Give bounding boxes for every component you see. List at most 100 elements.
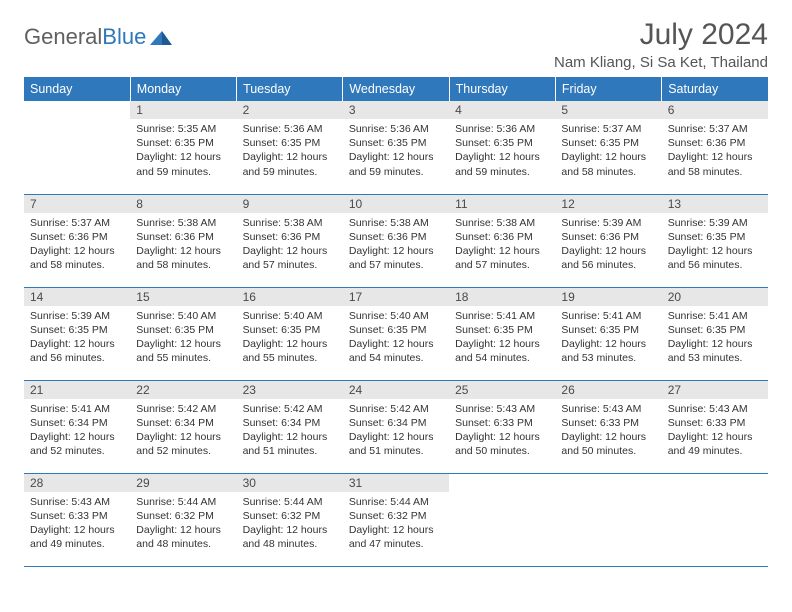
daylight-b-line: and 59 minutes.	[455, 165, 549, 179]
day-body: Sunrise: 5:39 AMSunset: 6:35 PMDaylight:…	[24, 306, 130, 370]
calendar-cell: 29Sunrise: 5:44 AMSunset: 6:32 PMDayligh…	[130, 473, 236, 566]
daylight-a-line: Daylight: 12 hours	[30, 523, 124, 537]
daylight-b-line: and 51 minutes.	[349, 444, 443, 458]
calendar-cell: 16Sunrise: 5:40 AMSunset: 6:35 PMDayligh…	[237, 287, 343, 380]
sunrise-line: Sunrise: 5:41 AM	[455, 309, 549, 323]
sunset-line: Sunset: 6:36 PM	[243, 230, 337, 244]
calendar-cell: 18Sunrise: 5:41 AMSunset: 6:35 PMDayligh…	[449, 287, 555, 380]
daylight-b-line: and 48 minutes.	[243, 537, 337, 551]
day-number: 24	[343, 381, 449, 399]
sunrise-line: Sunrise: 5:39 AM	[561, 216, 655, 230]
sunrise-line: Sunrise: 5:44 AM	[136, 495, 230, 509]
sunset-line: Sunset: 6:35 PM	[668, 230, 762, 244]
day-header-row: Sunday Monday Tuesday Wednesday Thursday…	[24, 77, 768, 101]
sunset-line: Sunset: 6:35 PM	[243, 136, 337, 150]
daylight-a-line: Daylight: 12 hours	[30, 430, 124, 444]
sunset-line: Sunset: 6:35 PM	[243, 323, 337, 337]
sunset-line: Sunset: 6:35 PM	[561, 136, 655, 150]
daylight-b-line: and 57 minutes.	[243, 258, 337, 272]
day-number: 12	[555, 195, 661, 213]
location: Nam Kliang, Si Sa Ket, Thailand	[554, 54, 768, 71]
calendar-cell: 6Sunrise: 5:37 AMSunset: 6:36 PMDaylight…	[662, 101, 768, 194]
daylight-b-line: and 54 minutes.	[455, 351, 549, 365]
calendar-cell: 24Sunrise: 5:42 AMSunset: 6:34 PMDayligh…	[343, 380, 449, 473]
calendar-cell: 20Sunrise: 5:41 AMSunset: 6:35 PMDayligh…	[662, 287, 768, 380]
logo-word1: General	[24, 24, 102, 50]
day-number: 26	[555, 381, 661, 399]
sunrise-line: Sunrise: 5:44 AM	[243, 495, 337, 509]
daylight-a-line: Daylight: 12 hours	[455, 150, 549, 164]
day-number: 15	[130, 288, 236, 306]
sunset-line: Sunset: 6:33 PM	[455, 416, 549, 430]
calendar-cell: 8Sunrise: 5:38 AMSunset: 6:36 PMDaylight…	[130, 194, 236, 287]
day-number: 6	[662, 101, 768, 119]
sunset-line: Sunset: 6:36 PM	[30, 230, 124, 244]
sunrise-line: Sunrise: 5:37 AM	[668, 122, 762, 136]
calendar-cell	[449, 473, 555, 566]
sunrise-line: Sunrise: 5:44 AM	[349, 495, 443, 509]
day-body: Sunrise: 5:38 AMSunset: 6:36 PMDaylight:…	[130, 213, 236, 277]
day-number: 1	[130, 101, 236, 119]
day-header: Sunday	[24, 77, 130, 101]
sunrise-line: Sunrise: 5:39 AM	[668, 216, 762, 230]
calendar-cell: 30Sunrise: 5:44 AMSunset: 6:32 PMDayligh…	[237, 473, 343, 566]
daylight-b-line: and 48 minutes.	[136, 537, 230, 551]
daylight-b-line: and 56 minutes.	[668, 258, 762, 272]
day-body: Sunrise: 5:38 AMSunset: 6:36 PMDaylight:…	[237, 213, 343, 277]
day-body: Sunrise: 5:40 AMSunset: 6:35 PMDaylight:…	[130, 306, 236, 370]
title-block: July 2024 Nam Kliang, Si Sa Ket, Thailan…	[554, 18, 768, 71]
sunrise-line: Sunrise: 5:43 AM	[668, 402, 762, 416]
day-body: Sunrise: 5:35 AMSunset: 6:35 PMDaylight:…	[130, 119, 236, 183]
day-number: 9	[237, 195, 343, 213]
calendar-cell: 26Sunrise: 5:43 AMSunset: 6:33 PMDayligh…	[555, 380, 661, 473]
calendar-cell: 10Sunrise: 5:38 AMSunset: 6:36 PMDayligh…	[343, 194, 449, 287]
sunset-line: Sunset: 6:35 PM	[349, 323, 443, 337]
calendar-row: 1Sunrise: 5:35 AMSunset: 6:35 PMDaylight…	[24, 101, 768, 194]
sunset-line: Sunset: 6:34 PM	[30, 416, 124, 430]
calendar-cell: 2Sunrise: 5:36 AMSunset: 6:35 PMDaylight…	[237, 101, 343, 194]
sunset-line: Sunset: 6:34 PM	[136, 416, 230, 430]
daylight-a-line: Daylight: 12 hours	[30, 244, 124, 258]
sunset-line: Sunset: 6:36 PM	[349, 230, 443, 244]
daylight-b-line: and 55 minutes.	[243, 351, 337, 365]
sunrise-line: Sunrise: 5:41 AM	[30, 402, 124, 416]
sunrise-line: Sunrise: 5:40 AM	[136, 309, 230, 323]
sunrise-line: Sunrise: 5:43 AM	[455, 402, 549, 416]
day-number: 25	[449, 381, 555, 399]
calendar-cell: 31Sunrise: 5:44 AMSunset: 6:32 PMDayligh…	[343, 473, 449, 566]
daylight-a-line: Daylight: 12 hours	[136, 150, 230, 164]
sunrise-line: Sunrise: 5:42 AM	[243, 402, 337, 416]
daylight-a-line: Daylight: 12 hours	[136, 430, 230, 444]
day-number: 18	[449, 288, 555, 306]
sunset-line: Sunset: 6:36 PM	[561, 230, 655, 244]
page-header: GeneralBlue July 2024 Nam Kliang, Si Sa …	[24, 18, 768, 71]
sunset-line: Sunset: 6:35 PM	[30, 323, 124, 337]
sunrise-line: Sunrise: 5:35 AM	[136, 122, 230, 136]
logo: GeneralBlue	[24, 18, 172, 50]
day-body: Sunrise: 5:44 AMSunset: 6:32 PMDaylight:…	[237, 492, 343, 556]
daylight-b-line: and 58 minutes.	[668, 165, 762, 179]
sunset-line: Sunset: 6:35 PM	[668, 323, 762, 337]
calendar-cell: 13Sunrise: 5:39 AMSunset: 6:35 PMDayligh…	[662, 194, 768, 287]
logo-word2: Blue	[102, 24, 146, 50]
sunset-line: Sunset: 6:35 PM	[136, 136, 230, 150]
daylight-b-line: and 49 minutes.	[668, 444, 762, 458]
calendar-cell: 25Sunrise: 5:43 AMSunset: 6:33 PMDayligh…	[449, 380, 555, 473]
sunset-line: Sunset: 6:34 PM	[349, 416, 443, 430]
day-header: Saturday	[662, 77, 768, 101]
day-header: Tuesday	[237, 77, 343, 101]
day-number: 11	[449, 195, 555, 213]
day-number: 10	[343, 195, 449, 213]
daylight-a-line: Daylight: 12 hours	[668, 337, 762, 351]
daylight-a-line: Daylight: 12 hours	[349, 523, 443, 537]
day-body: Sunrise: 5:36 AMSunset: 6:35 PMDaylight:…	[449, 119, 555, 183]
daylight-b-line: and 51 minutes.	[243, 444, 337, 458]
calendar-cell	[555, 473, 661, 566]
day-body: Sunrise: 5:39 AMSunset: 6:35 PMDaylight:…	[662, 213, 768, 277]
calendar-row: 14Sunrise: 5:39 AMSunset: 6:35 PMDayligh…	[24, 287, 768, 380]
day-number: 28	[24, 474, 130, 492]
day-body: Sunrise: 5:37 AMSunset: 6:36 PMDaylight:…	[662, 119, 768, 183]
day-body: Sunrise: 5:36 AMSunset: 6:35 PMDaylight:…	[237, 119, 343, 183]
day-number: 13	[662, 195, 768, 213]
day-number: 4	[449, 101, 555, 119]
